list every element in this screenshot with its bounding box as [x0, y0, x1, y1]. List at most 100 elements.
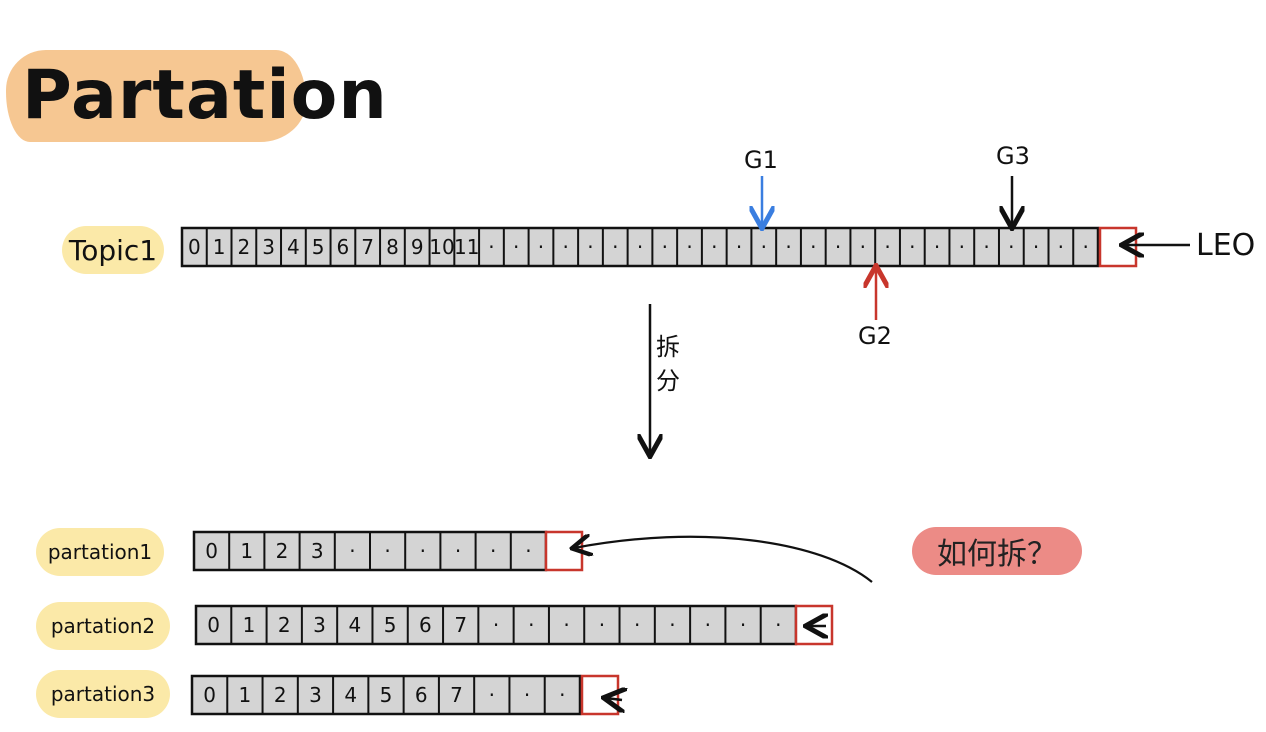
title-highlight [6, 50, 306, 142]
question-text: 如何拆？ [937, 537, 1057, 572]
topic-cell: · [1082, 235, 1088, 259]
partition1-cell: · [490, 539, 496, 563]
topic-cell: 3 [262, 235, 275, 259]
partition-label-pill-1: partation1 [36, 528, 164, 576]
partition2-track [194, 604, 798, 646]
partition1-cell: · [525, 539, 531, 563]
topic-label: Topic1 [68, 233, 158, 267]
split-label: 拆分 [656, 333, 680, 395]
partition2-cell: · [493, 613, 499, 637]
topic-cell: · [736, 235, 742, 259]
page-title: Partation [22, 56, 388, 135]
partition3-track [190, 674, 582, 716]
partition3-cell: 7 [450, 683, 463, 707]
partition3-cell: 2 [274, 683, 287, 707]
partition3-cell: 3 [309, 683, 322, 707]
partition2-cell: 4 [348, 613, 361, 637]
topic-cell: · [488, 235, 494, 259]
partition1-cell: · [420, 539, 426, 563]
partition2-cell: · [705, 613, 711, 637]
partition2-cell: · [775, 613, 781, 637]
partition1-cell: · [349, 539, 355, 563]
topic-cell: · [662, 235, 668, 259]
partition3-leo-box [580, 674, 620, 716]
topic-cell: · [1008, 235, 1014, 259]
topic-track [180, 226, 1100, 268]
partition3-leo-arrow [606, 698, 622, 700]
topic-cell: · [637, 235, 643, 259]
topic-cell: · [983, 235, 989, 259]
partition2-cell: 5 [384, 613, 397, 637]
partition1-cell: 3 [311, 539, 324, 563]
partition3-cell: · [489, 683, 495, 707]
topic-cell: · [785, 235, 791, 259]
question-arrow [574, 537, 873, 583]
consumer-g3-label: G3 [996, 142, 1030, 170]
topic-cell: · [538, 235, 544, 259]
topic-cell: · [835, 235, 841, 259]
partition2-cell: 3 [313, 613, 326, 637]
topic-cell: · [563, 235, 569, 259]
consumer-g1-label: G1 [744, 146, 778, 174]
partition2-cell: 7 [454, 613, 467, 637]
topic-cell: · [1033, 235, 1039, 259]
topic-cell: · [959, 235, 965, 259]
topic-cell: · [884, 235, 890, 259]
partition2-cell: · [528, 613, 534, 637]
partition-label-2: partation2 [50, 614, 156, 638]
partition1-cell: · [384, 539, 390, 563]
topic-cell: · [587, 235, 593, 259]
partition2-cell: · [669, 613, 675, 637]
topic-cell: 9 [411, 235, 424, 259]
partition1-cell: 0 [205, 539, 218, 563]
partition3-cell: 5 [380, 683, 393, 707]
consumer-g2-label: G2 [858, 322, 892, 350]
topic-cell: 1 [213, 235, 226, 259]
partition1-leo-box [544, 530, 584, 572]
partition-label-pill-3: partation3 [36, 670, 170, 718]
leo-label: LEO [1196, 228, 1256, 263]
partition2-cell: · [599, 613, 605, 637]
partition3-cell: · [559, 683, 565, 707]
topic-cell: · [686, 235, 692, 259]
topic-cell: 7 [361, 235, 374, 259]
partition2-cell: 2 [278, 613, 291, 637]
topic-cell: 10 [429, 235, 454, 259]
question-badge: 如何拆？ [912, 527, 1082, 575]
partition1-cell: 2 [276, 539, 289, 563]
partition3-cell: 1 [239, 683, 252, 707]
partition3-cell: 6 [415, 683, 428, 707]
topic-cell: 11 [454, 235, 479, 259]
partition2-cell: 1 [243, 613, 256, 637]
topic-cell: 5 [312, 235, 325, 259]
topic-cell: · [612, 235, 618, 259]
topic-cell: · [513, 235, 519, 259]
topic-cell: 0 [188, 235, 201, 259]
partition-label-3: partation3 [50, 682, 156, 706]
partition2-cell: · [563, 613, 569, 637]
topic-cell: 8 [386, 235, 399, 259]
partition1-cell: 1 [240, 539, 253, 563]
topic-leo-box [1098, 226, 1138, 268]
partition2-cell: 6 [419, 613, 432, 637]
topic-cell: 2 [238, 235, 251, 259]
partition3-cell: 4 [344, 683, 357, 707]
topic-label-pill: Topic1 [62, 226, 164, 274]
partition2-cell: · [740, 613, 746, 637]
topic-cell: 4 [287, 235, 300, 259]
topic-cell: · [860, 235, 866, 259]
partition3-cell: 0 [203, 683, 216, 707]
partition2-cell: 0 [207, 613, 220, 637]
topic-cell: · [761, 235, 767, 259]
topic-cell: · [1058, 235, 1064, 259]
topic-cell: · [810, 235, 816, 259]
topic-cell: · [934, 235, 940, 259]
partition2-cell: · [634, 613, 640, 637]
partition1-cell: · [455, 539, 461, 563]
partition-label-pill-2: partation2 [36, 602, 170, 650]
topic-cell: · [711, 235, 717, 259]
topic-cell: 6 [337, 235, 350, 259]
topic-cell: · [909, 235, 915, 259]
partition3-cell: · [524, 683, 530, 707]
